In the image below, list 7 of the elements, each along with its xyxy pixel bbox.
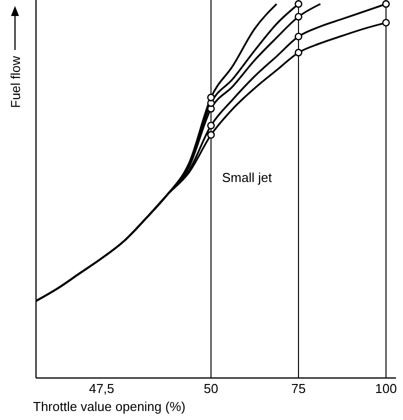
x-axis-title: Throttle value opening (%) — [33, 399, 186, 414]
y-axis-title: Fuel flow — [8, 55, 23, 108]
x-tick-label: 100 — [375, 381, 397, 396]
x-tick-label: 50 — [204, 381, 218, 396]
x-tick-label: 75 — [291, 381, 306, 396]
x-tick-label: 47,5 — [88, 381, 114, 396]
annotation: Small jet — [222, 170, 272, 185]
